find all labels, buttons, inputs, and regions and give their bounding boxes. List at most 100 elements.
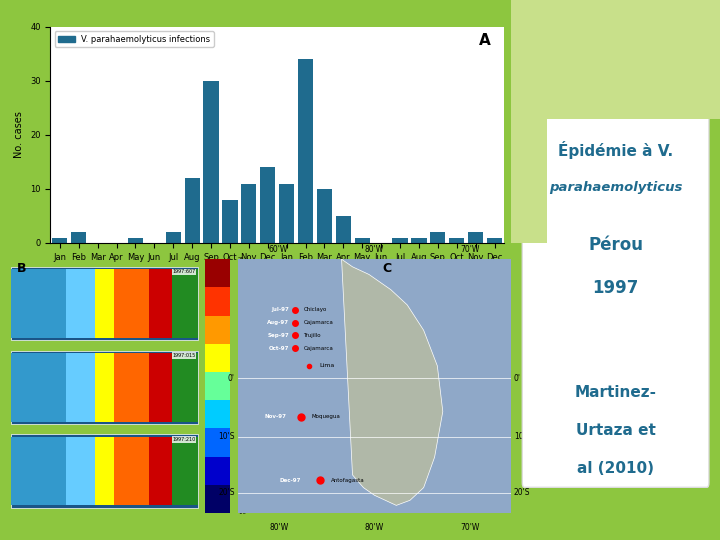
Bar [114, 353, 149, 422]
Bar [11, 434, 198, 508]
Bar [149, 269, 173, 338]
Text: SST: SST [598, 103, 633, 121]
Bar [205, 400, 230, 428]
Bar [149, 353, 173, 422]
Bar [204, 81, 219, 243]
Text: 70'W: 70'W [461, 245, 480, 254]
Text: Cajamarca: Cajamarca [303, 346, 333, 350]
Text: Chiclayo: Chiclayo [303, 307, 327, 313]
Text: parahaemolyticus: parahaemolyticus [549, 181, 683, 194]
Text: 10: 10 [238, 368, 245, 373]
Bar [66, 437, 95, 505]
Bar [66, 353, 95, 422]
Text: 15: 15 [238, 328, 245, 333]
Text: 60'W: 60'W [269, 245, 288, 254]
Bar [95, 269, 114, 338]
Text: 5: 5 [238, 409, 241, 414]
Text: Dec-97: Dec-97 [279, 477, 300, 483]
Bar [431, 232, 446, 243]
Bar [355, 238, 370, 243]
Bar [114, 269, 149, 338]
Bar [173, 353, 198, 422]
Bar [487, 238, 502, 243]
FancyBboxPatch shape [522, 31, 709, 487]
Text: Lima: Lima [320, 363, 335, 368]
Text: 1997:210: 1997:210 [173, 437, 196, 442]
Bar [205, 259, 230, 287]
Bar [114, 437, 149, 505]
Text: 1997:607: 1997:607 [173, 269, 196, 274]
Text: 0': 0' [228, 374, 235, 383]
Bar [95, 353, 114, 422]
Text: A: A [479, 33, 490, 49]
Text: 10'S: 10'S [218, 433, 235, 441]
Text: 25: 25 [238, 256, 245, 262]
Text: al (2010): al (2010) [577, 461, 654, 476]
Text: 10'S: 10'S [514, 433, 531, 441]
Bar [205, 315, 230, 344]
Bar [222, 200, 238, 243]
Text: Moquegua: Moquegua [312, 414, 341, 419]
Bar [449, 238, 464, 243]
Text: El Niñio: El Niñio [580, 65, 651, 83]
Bar [205, 344, 230, 372]
Text: 80'W: 80'W [269, 523, 288, 532]
Text: Sea
Height
Anomaly: Sea Height Anomaly [265, 378, 287, 394]
Text: Oct-97: Oct-97 [269, 346, 289, 350]
Bar [173, 269, 198, 338]
Text: C: C [382, 262, 392, 275]
Text: -10: -10 [238, 510, 247, 516]
Bar [66, 269, 95, 338]
Bar [241, 184, 256, 243]
Bar [11, 269, 66, 338]
Bar [166, 232, 181, 243]
Bar [11, 350, 198, 424]
Bar [205, 457, 230, 485]
Bar [279, 184, 294, 243]
Bar [11, 437, 66, 505]
Bar [11, 353, 66, 422]
Legend: V. parahaemolyticus infections: V. parahaemolyticus infections [55, 31, 214, 47]
Polygon shape [341, 259, 443, 505]
Bar [205, 372, 230, 400]
Text: 1997: 1997 [151, 284, 176, 294]
Bar [11, 267, 198, 340]
Bar [317, 189, 332, 243]
Bar [392, 238, 408, 243]
Text: 1997:015: 1997:015 [173, 353, 196, 358]
Text: 0: 0 [238, 447, 241, 452]
Bar [71, 232, 86, 243]
Bar [336, 216, 351, 243]
Text: Nov-97: Nov-97 [265, 414, 287, 419]
Bar [205, 287, 230, 315]
Bar [260, 167, 275, 243]
Text: 80'W: 80'W [365, 523, 384, 532]
Bar [468, 232, 483, 243]
Bar [149, 437, 173, 505]
Y-axis label: No. cases: No. cases [14, 112, 24, 158]
Text: 70'W: 70'W [461, 523, 480, 532]
Bar [95, 437, 114, 505]
Bar [205, 428, 230, 457]
Text: 20'S: 20'S [218, 488, 235, 497]
Text: Cajamarca: Cajamarca [303, 320, 333, 325]
Bar [53, 238, 68, 243]
Bar [173, 437, 198, 505]
Bar [205, 485, 230, 513]
Text: 80'W: 80'W [365, 245, 384, 254]
Text: Aug-97: Aug-97 [267, 320, 289, 325]
Text: Urtaza et: Urtaza et [576, 423, 655, 438]
Text: Pérou: Pérou [588, 236, 643, 254]
Text: -5: -5 [238, 480, 243, 485]
Text: Martinez-: Martinez- [575, 385, 657, 400]
Text: 0': 0' [514, 374, 521, 383]
Text: Sep-97: Sep-97 [268, 333, 289, 338]
Text: Jul-97: Jul-97 [271, 307, 289, 313]
Text: 1997: 1997 [593, 279, 639, 296]
Bar [128, 238, 143, 243]
Bar [298, 59, 313, 243]
Bar [411, 238, 426, 243]
Text: 20: 20 [238, 289, 245, 295]
Text: 20'S: 20'S [514, 488, 531, 497]
Text: B: B [17, 262, 27, 275]
